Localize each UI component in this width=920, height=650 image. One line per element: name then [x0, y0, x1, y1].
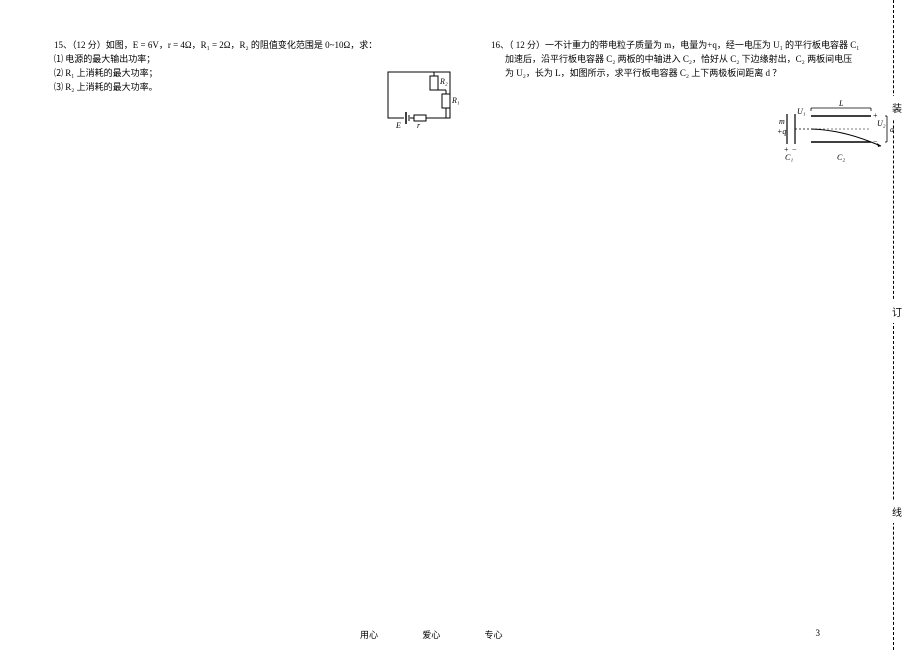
label-c2: C₂: [837, 153, 845, 162]
footer-word-1: 用心: [360, 630, 378, 640]
label-c1: C₁: [785, 153, 793, 162]
label-m: m: [779, 117, 785, 126]
label-u2: U₂: [877, 119, 886, 128]
label-r-internal: r: [417, 121, 421, 130]
label-r1: R₁: [451, 96, 460, 105]
label-e: E: [395, 121, 401, 130]
question-15: 15、（12 分）如图，E = 6V，r = 4Ω，R₁ = 2Ω，R₂ 的阻值…: [54, 38, 443, 94]
footer-word-3: 专心: [485, 630, 503, 640]
binding-char-2: 订: [892, 300, 902, 323]
label-u1: U₁: [797, 107, 806, 116]
q16-line3: 为 U₂，长为 L，如图所示，求平行板电容器 C₂ 上下两极板间距离 d ？: [505, 66, 880, 80]
binding-char-3: 线: [892, 500, 902, 523]
question-16: 16、（ 12 分）一不计重力的带电粒子质量为 m，电量为+q，经一电压为 U₁…: [491, 38, 880, 94]
label-q: +q: [777, 127, 786, 136]
footer-word-2: 爱心: [422, 630, 440, 640]
capacitor-diagram: + − m +q C₁ + − U₁ U₂: [777, 100, 897, 164]
label-l: L: [838, 100, 844, 108]
q16-line1: 16、（ 12 分）一不计重力的带电粒子质量为 m，电量为+q，经一电压为 U₁…: [491, 38, 880, 52]
q16-line2: 加速后，沿平行板电容器 C₂ 两板的中轴进入 C₂，恰好从 C₂ 下边缘射出，C…: [505, 52, 880, 66]
circuit-diagram: R₂ R₁ E r: [382, 66, 462, 130]
page-number: 3: [816, 628, 821, 638]
binding-char-1: 装: [892, 96, 902, 119]
label-r2: R₂: [439, 77, 448, 86]
q15-sub1: ⑴ 电源的最大输出功率；: [54, 52, 443, 66]
q15-header: 15、（12 分）如图，E = 6V，r = 4Ω，R₁ = 2Ω，R₂ 的阻值…: [54, 38, 443, 52]
